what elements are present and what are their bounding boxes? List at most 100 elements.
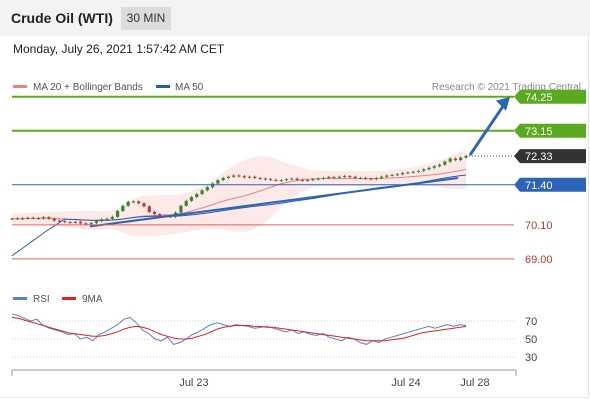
candle-body: [79, 221, 83, 224]
candle-body: [226, 176, 231, 178]
instrument-title: Crude Oil (WTI): [11, 10, 113, 26]
bollinger-band: [12, 149, 466, 237]
candle-body: [211, 183, 215, 188]
candle-body: [258, 177, 262, 179]
candle-body: [232, 175, 236, 177]
candle-body: [68, 222, 72, 224]
candle-body: [158, 214, 162, 216]
candle-body: [379, 176, 384, 178]
candle-body: [36, 218, 40, 220]
candle-body: [216, 180, 220, 184]
support-level-label: 70.10: [525, 220, 553, 232]
candle-body: [263, 178, 267, 180]
candle-body: [152, 211, 157, 215]
interval-button[interactable]: 30 MIN: [121, 7, 171, 30]
candle-body: [279, 180, 283, 182]
candle-body: [385, 175, 389, 177]
x-axis-label: Jul 28: [460, 377, 489, 389]
chart-datetime: Monday, July 26, 2021 1:57:42 AM CET: [13, 42, 225, 56]
candle-body: [284, 179, 289, 181]
candle-body: [63, 221, 67, 223]
candle-body: [327, 177, 331, 179]
candle-body: [57, 220, 62, 222]
x-axis: Jul 23 Jul 24 Jul 28: [11, 369, 517, 389]
candle-body: [126, 201, 130, 206]
candle-body: [364, 177, 368, 179]
candle-body: [406, 172, 410, 174]
candle-body: [306, 180, 310, 182]
candle-body: [189, 197, 194, 201]
candle-body: [453, 158, 458, 161]
candle-body: [438, 164, 442, 167]
chart-frame: [0, 36, 589, 398]
rsi-ma-line: [11, 316, 467, 342]
credit-label: Research © 2021 Trading Central: [432, 82, 581, 93]
candle-body: [105, 218, 109, 220]
ma20-legend-swatch: [13, 85, 27, 88]
rsi-line: [11, 313, 467, 345]
candle-body: [100, 219, 104, 222]
candle-body: [295, 178, 299, 180]
trend-line: [89, 176, 459, 228]
rsi-tick-label: 70: [525, 316, 537, 328]
candle-body: [15, 218, 19, 220]
resistance-level-tag: [514, 89, 586, 104]
candle-body: [353, 176, 357, 178]
candle-body: [137, 201, 141, 204]
candle-body: [316, 178, 320, 180]
current-level-tag: [514, 149, 586, 164]
candle-body: [47, 217, 51, 219]
candle-body: [290, 178, 294, 180]
rsi-ma-legend-swatch: [62, 297, 76, 300]
candle-body: [269, 179, 273, 181]
candle-body: [337, 176, 341, 178]
pivot-level-tag: [514, 177, 586, 192]
candle-body: [321, 177, 326, 179]
candle-body: [52, 218, 56, 221]
current-level-label: 72.33: [525, 151, 553, 163]
rsi-tick-label: 50: [525, 334, 537, 346]
candle-body: [179, 205, 183, 213]
candle-body: [205, 187, 209, 191]
candle-body: [221, 177, 225, 181]
rsi-ma-legend-label: 9MA: [82, 294, 103, 305]
candle-body: [427, 167, 431, 170]
candle-body: [274, 179, 278, 181]
candle-body: [31, 217, 35, 219]
candle-body: [374, 177, 378, 180]
candle-body: [184, 200, 188, 206]
rsi-legend-label: RSI: [33, 294, 50, 305]
resistance-level-tag: [514, 123, 586, 138]
candle-body: [147, 206, 151, 212]
support-level-label: 69.00: [525, 254, 553, 266]
candle-body: [443, 161, 447, 165]
candle-body: [432, 166, 436, 168]
forecast-arrow-shaft: [468, 100, 508, 156]
candle-body: [395, 174, 399, 176]
candle-body: [448, 158, 452, 162]
level-layer: 74.25 73.15 72.33 71.40 70.10 69.00: [12, 89, 586, 266]
candle-body: [26, 217, 30, 219]
candle-body: [342, 176, 347, 178]
candle-body: [358, 177, 363, 179]
candle-body: [200, 190, 204, 195]
pivot-level-label: 71.40: [525, 180, 553, 192]
candle-body: [42, 217, 46, 219]
candle-body: [247, 176, 252, 178]
candle-body: [464, 156, 468, 158]
candle-body: [411, 171, 415, 173]
candle-body: [416, 170, 421, 172]
candle-body: [422, 169, 426, 171]
candle-body: [131, 201, 136, 203]
rsi-legend-swatch: [13, 297, 27, 300]
x-axis-label: Jul 24: [391, 377, 420, 389]
candle-body: [142, 203, 146, 207]
forecast-arrow-head: [496, 96, 510, 111]
ma50-legend-swatch: [156, 85, 170, 88]
candle-body: [369, 178, 373, 180]
resistance-level-label: 74.25: [525, 92, 553, 104]
chart-header: Crude Oil (WTI) 30 MIN: [0, 0, 590, 36]
candle-body: [115, 211, 120, 217]
candle-body: [253, 176, 257, 178]
